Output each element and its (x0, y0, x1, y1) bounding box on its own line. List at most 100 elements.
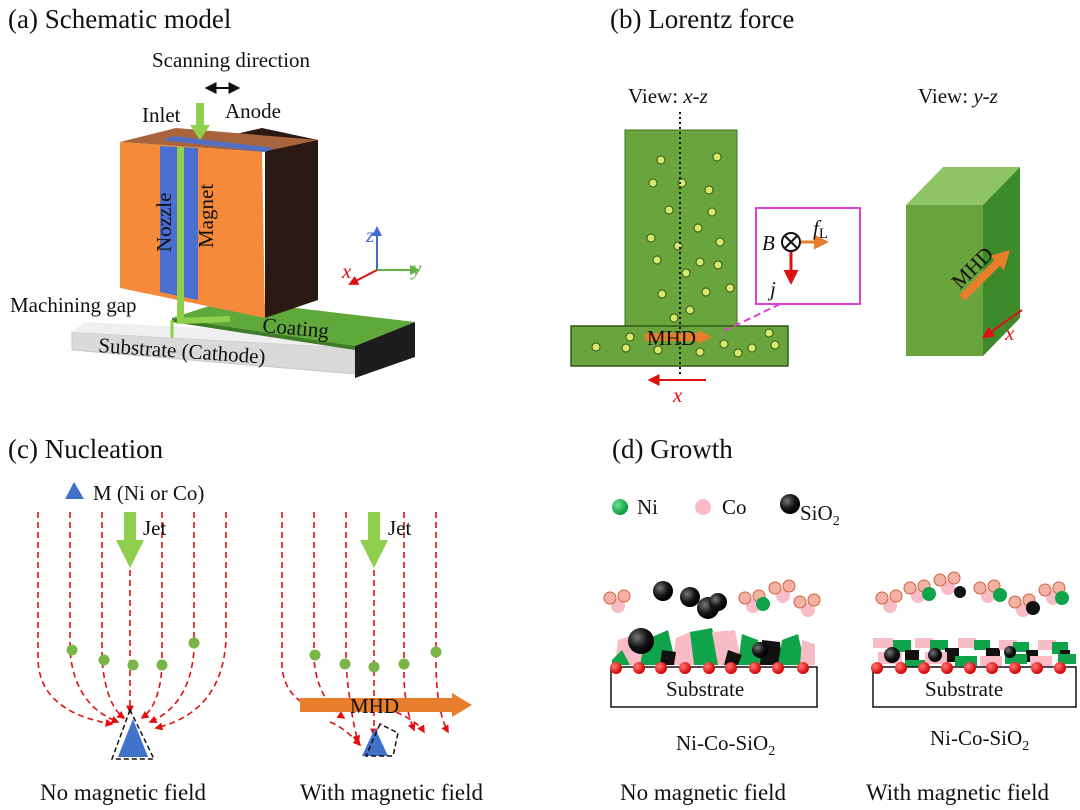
crystal (905, 660, 925, 667)
mhd-side-arrow-head (990, 250, 1010, 270)
ni-ion (756, 597, 770, 611)
coating-label: Coating (262, 313, 331, 343)
sio2-particle (1026, 601, 1040, 615)
reaction-site (1031, 662, 1043, 674)
sio2-particle (954, 586, 966, 598)
mhd-flow-arrow-head (452, 693, 472, 717)
bubble (764, 328, 774, 338)
x-label-side: x (1004, 321, 1015, 345)
growth-left (603, 579, 821, 665)
reaction-site (1054, 662, 1066, 674)
crystal (1038, 640, 1056, 650)
crystal (958, 638, 976, 648)
growth-right (873, 571, 1076, 667)
formula-left: Ni-Co-SiO2 (676, 731, 775, 759)
nucleus-dot (368, 661, 380, 673)
substrate-left-label: Substrate (666, 677, 744, 701)
bubble (625, 332, 635, 342)
bubble (695, 257, 705, 267)
crystal (724, 650, 742, 665)
bubble (693, 223, 703, 233)
coating-end-face (355, 322, 415, 378)
field-line (435, 512, 449, 734)
crystal (800, 640, 815, 665)
slab-front-face (906, 205, 983, 356)
scanning-direction-label: Scanning direction (152, 48, 311, 72)
electron (738, 591, 752, 605)
electron (807, 593, 821, 607)
bubble (712, 152, 722, 162)
electron (782, 579, 796, 593)
field-line (101, 512, 126, 719)
caption-d-left: No magnetic field (620, 780, 787, 805)
z-axis-label: z (365, 223, 374, 247)
field-line (140, 512, 163, 719)
reaction-site (633, 662, 645, 674)
mhd-label-c: MHD (350, 694, 399, 718)
crystal (893, 640, 911, 652)
electron (1038, 583, 1052, 597)
bubble (681, 268, 691, 278)
reaction-site (895, 662, 907, 674)
bubble (657, 289, 667, 299)
bubble (685, 305, 695, 315)
sio2-particle (680, 587, 700, 607)
nozzle-label: Nozzle (152, 193, 176, 252)
reaction-site (986, 662, 998, 674)
sio2-legend-icon (780, 494, 800, 514)
ni-ion (1055, 591, 1069, 605)
nuclei-dots-right (309, 646, 442, 673)
formula-right: Ni-Co-SiO2 (930, 726, 1029, 754)
crystal (915, 638, 933, 648)
jet-arrow-left-head (116, 540, 144, 568)
mhd-side-arrow-shaft (959, 259, 1001, 301)
field-line (329, 721, 362, 747)
nucleus-left (118, 719, 148, 757)
x-axis-label: x (341, 259, 352, 283)
ni-ion (922, 587, 936, 601)
crystal (974, 640, 990, 650)
sio2-particle (928, 648, 942, 662)
panel-d: (d) Growth Ni Co SiO2 Substrate Ni-Co-Si… (603, 434, 1077, 805)
crystal (1058, 654, 1076, 664)
field-line (313, 512, 346, 719)
view-yz-label: View: y-z (918, 84, 998, 108)
jet-line (177, 147, 184, 322)
reaction-site (797, 662, 809, 674)
nucleus-dot (156, 659, 168, 671)
reaction-site (679, 662, 691, 674)
bubble (701, 287, 711, 297)
electron (933, 573, 947, 587)
m-legend-label: M (Ni or Co) (93, 481, 204, 505)
reaction-site (610, 662, 622, 674)
crystal (660, 650, 676, 665)
bubble (715, 237, 725, 247)
machining-gap-label: Machining gap (10, 293, 137, 317)
field-line (395, 711, 425, 734)
crystal (1013, 642, 1029, 652)
nucleus-right (362, 728, 388, 756)
reaction-site (749, 662, 761, 674)
bubble (646, 233, 656, 243)
nucleus-dot (188, 637, 200, 649)
view-xz-label: View: x-z (628, 84, 708, 108)
substrate-right-label: Substrate (925, 677, 1003, 701)
bubble (704, 185, 714, 195)
jet-arrow-right-head (360, 540, 388, 568)
panel-b-title: (b) Lorentz force (610, 4, 794, 34)
field-line (37, 512, 114, 727)
electron (903, 581, 917, 595)
x-label-bottom: x (672, 383, 683, 407)
reaction-site (918, 662, 930, 674)
red-sites-left (610, 662, 809, 674)
nucleus-dot (309, 649, 321, 661)
reaction-site (964, 662, 976, 674)
sio2-particle (752, 642, 768, 658)
slab-top-face (906, 167, 1020, 205)
bubble (669, 313, 679, 323)
bubble (656, 155, 666, 165)
electron (973, 581, 987, 595)
sio2-legend-label: SiO2 (800, 501, 840, 529)
crystal (930, 640, 948, 650)
